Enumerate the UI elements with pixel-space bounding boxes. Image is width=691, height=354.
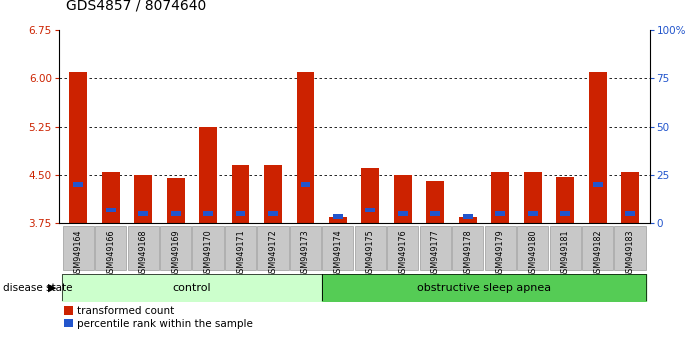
Text: GSM949175: GSM949175 <box>366 229 375 278</box>
Bar <box>366 208 375 212</box>
Text: GSM949178: GSM949178 <box>463 229 472 278</box>
Bar <box>463 214 473 219</box>
Bar <box>171 211 180 216</box>
Bar <box>621 172 639 223</box>
Text: GDS4857 / 8074640: GDS4857 / 8074640 <box>66 0 206 12</box>
Bar <box>333 214 343 219</box>
Bar <box>560 211 570 216</box>
Text: GSM949164: GSM949164 <box>74 229 83 278</box>
FancyBboxPatch shape <box>95 226 126 270</box>
Text: GSM949182: GSM949182 <box>593 229 602 278</box>
Bar <box>625 211 635 216</box>
FancyBboxPatch shape <box>193 226 224 270</box>
FancyBboxPatch shape <box>452 226 483 270</box>
FancyBboxPatch shape <box>128 226 159 270</box>
Bar <box>491 172 509 223</box>
FancyBboxPatch shape <box>322 226 354 270</box>
Bar <box>430 211 440 216</box>
Bar <box>203 211 213 216</box>
Bar <box>459 217 477 223</box>
Text: disease state: disease state <box>3 282 73 293</box>
Text: GSM949169: GSM949169 <box>171 229 180 278</box>
Bar <box>138 211 148 216</box>
Text: GSM949183: GSM949183 <box>625 229 634 278</box>
Bar <box>426 181 444 223</box>
FancyBboxPatch shape <box>258 226 289 270</box>
Bar <box>102 172 120 223</box>
Bar <box>556 177 574 223</box>
Text: GSM949179: GSM949179 <box>495 229 504 278</box>
Bar <box>199 127 217 223</box>
Bar <box>106 208 115 212</box>
Bar <box>524 172 542 223</box>
FancyBboxPatch shape <box>387 226 419 270</box>
Text: GSM949181: GSM949181 <box>560 229 569 278</box>
Bar <box>69 72 87 223</box>
Text: obstructive sleep apnea: obstructive sleep apnea <box>417 282 551 293</box>
Text: GSM949176: GSM949176 <box>398 229 407 278</box>
Text: GSM949168: GSM949168 <box>139 229 148 278</box>
Bar <box>589 72 607 223</box>
FancyBboxPatch shape <box>63 226 94 270</box>
Text: GSM949171: GSM949171 <box>236 229 245 278</box>
Bar <box>134 175 152 223</box>
FancyBboxPatch shape <box>160 226 191 270</box>
FancyBboxPatch shape <box>517 226 548 270</box>
Bar <box>394 175 412 223</box>
Bar <box>301 182 310 187</box>
Text: control: control <box>173 282 211 293</box>
FancyBboxPatch shape <box>290 226 321 270</box>
FancyBboxPatch shape <box>549 226 580 270</box>
Bar <box>268 211 278 216</box>
Text: GSM949170: GSM949170 <box>204 229 213 278</box>
FancyBboxPatch shape <box>225 226 256 270</box>
Bar <box>296 72 314 223</box>
Bar <box>264 165 282 223</box>
FancyBboxPatch shape <box>354 226 386 270</box>
Text: GSM949174: GSM949174 <box>333 229 343 278</box>
Bar <box>167 178 184 223</box>
Text: GSM949166: GSM949166 <box>106 229 115 278</box>
Text: ▶: ▶ <box>48 282 57 293</box>
FancyBboxPatch shape <box>614 226 645 270</box>
Bar <box>361 169 379 223</box>
Legend: transformed count, percentile rank within the sample: transformed count, percentile rank withi… <box>64 306 254 329</box>
Bar <box>593 182 603 187</box>
Bar <box>398 211 408 216</box>
Text: GSM949172: GSM949172 <box>269 229 278 278</box>
FancyBboxPatch shape <box>484 226 515 270</box>
Text: GSM949180: GSM949180 <box>528 229 537 278</box>
Bar <box>528 211 538 216</box>
Bar <box>231 165 249 223</box>
Bar <box>495 211 505 216</box>
FancyBboxPatch shape <box>419 226 451 270</box>
Bar <box>73 182 83 187</box>
Text: GSM949177: GSM949177 <box>430 229 439 278</box>
Bar <box>236 211 245 216</box>
Bar <box>329 217 347 223</box>
Text: GSM949173: GSM949173 <box>301 229 310 278</box>
FancyBboxPatch shape <box>582 226 613 270</box>
